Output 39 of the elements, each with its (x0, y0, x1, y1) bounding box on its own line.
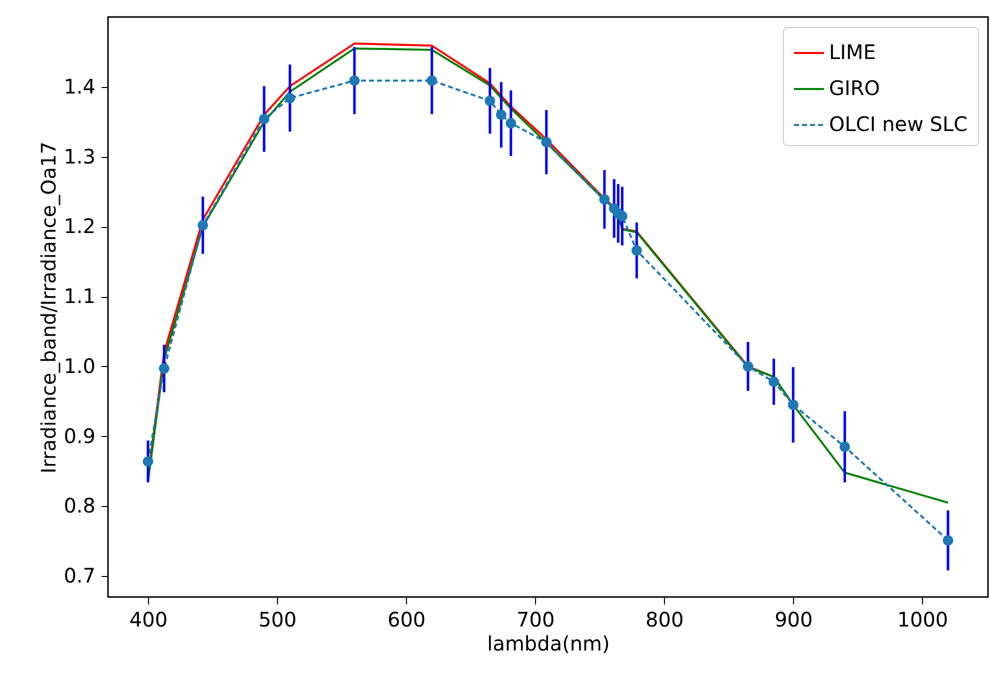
point (788, 400, 798, 410)
point (840, 442, 850, 452)
point (258, 114, 270, 124)
point (541, 136, 552, 148)
point (349, 75, 360, 86)
x-tick-label: 700 (516, 608, 555, 632)
x-tick-label: 500 (258, 608, 297, 632)
y-tick-label: 0.9 (64, 424, 96, 448)
legend-label: LIME (829, 40, 876, 64)
point (484, 96, 496, 106)
y-tick-label: 1.3 (64, 144, 96, 168)
point (599, 194, 610, 205)
point (142, 456, 154, 467)
point (942, 535, 954, 546)
point (426, 75, 438, 86)
legend-label: GIRO (829, 76, 880, 100)
x-axis-title: lambda(nm) (487, 632, 610, 656)
point (506, 118, 516, 128)
x-tick-label: 800 (646, 608, 684, 632)
y-tick-label: 0.7 (64, 564, 96, 588)
point (616, 210, 628, 222)
y-tick-label: 1.2 (64, 214, 96, 238)
y-tick-label: 1.4 (64, 74, 96, 98)
y-tick-label: 1.1 (64, 284, 96, 308)
point (496, 110, 506, 120)
point (768, 376, 780, 388)
legend-label: OLCI new SLC (829, 112, 968, 136)
point (284, 92, 296, 104)
x-tick-label: 1000 (897, 608, 948, 632)
point (158, 363, 170, 374)
x-tick-label: 600 (387, 608, 426, 632)
y-axis-title: Irradiance_band/Irradiance_Oa17 (36, 142, 61, 474)
y-tick-label: 1.0 (64, 354, 96, 378)
x-tick-label: 400 (129, 608, 168, 632)
point (631, 245, 642, 256)
point (742, 361, 754, 372)
y-tick-label: 0.8 (64, 494, 96, 518)
point (198, 220, 208, 230)
x-tick-label: 900 (774, 608, 813, 632)
